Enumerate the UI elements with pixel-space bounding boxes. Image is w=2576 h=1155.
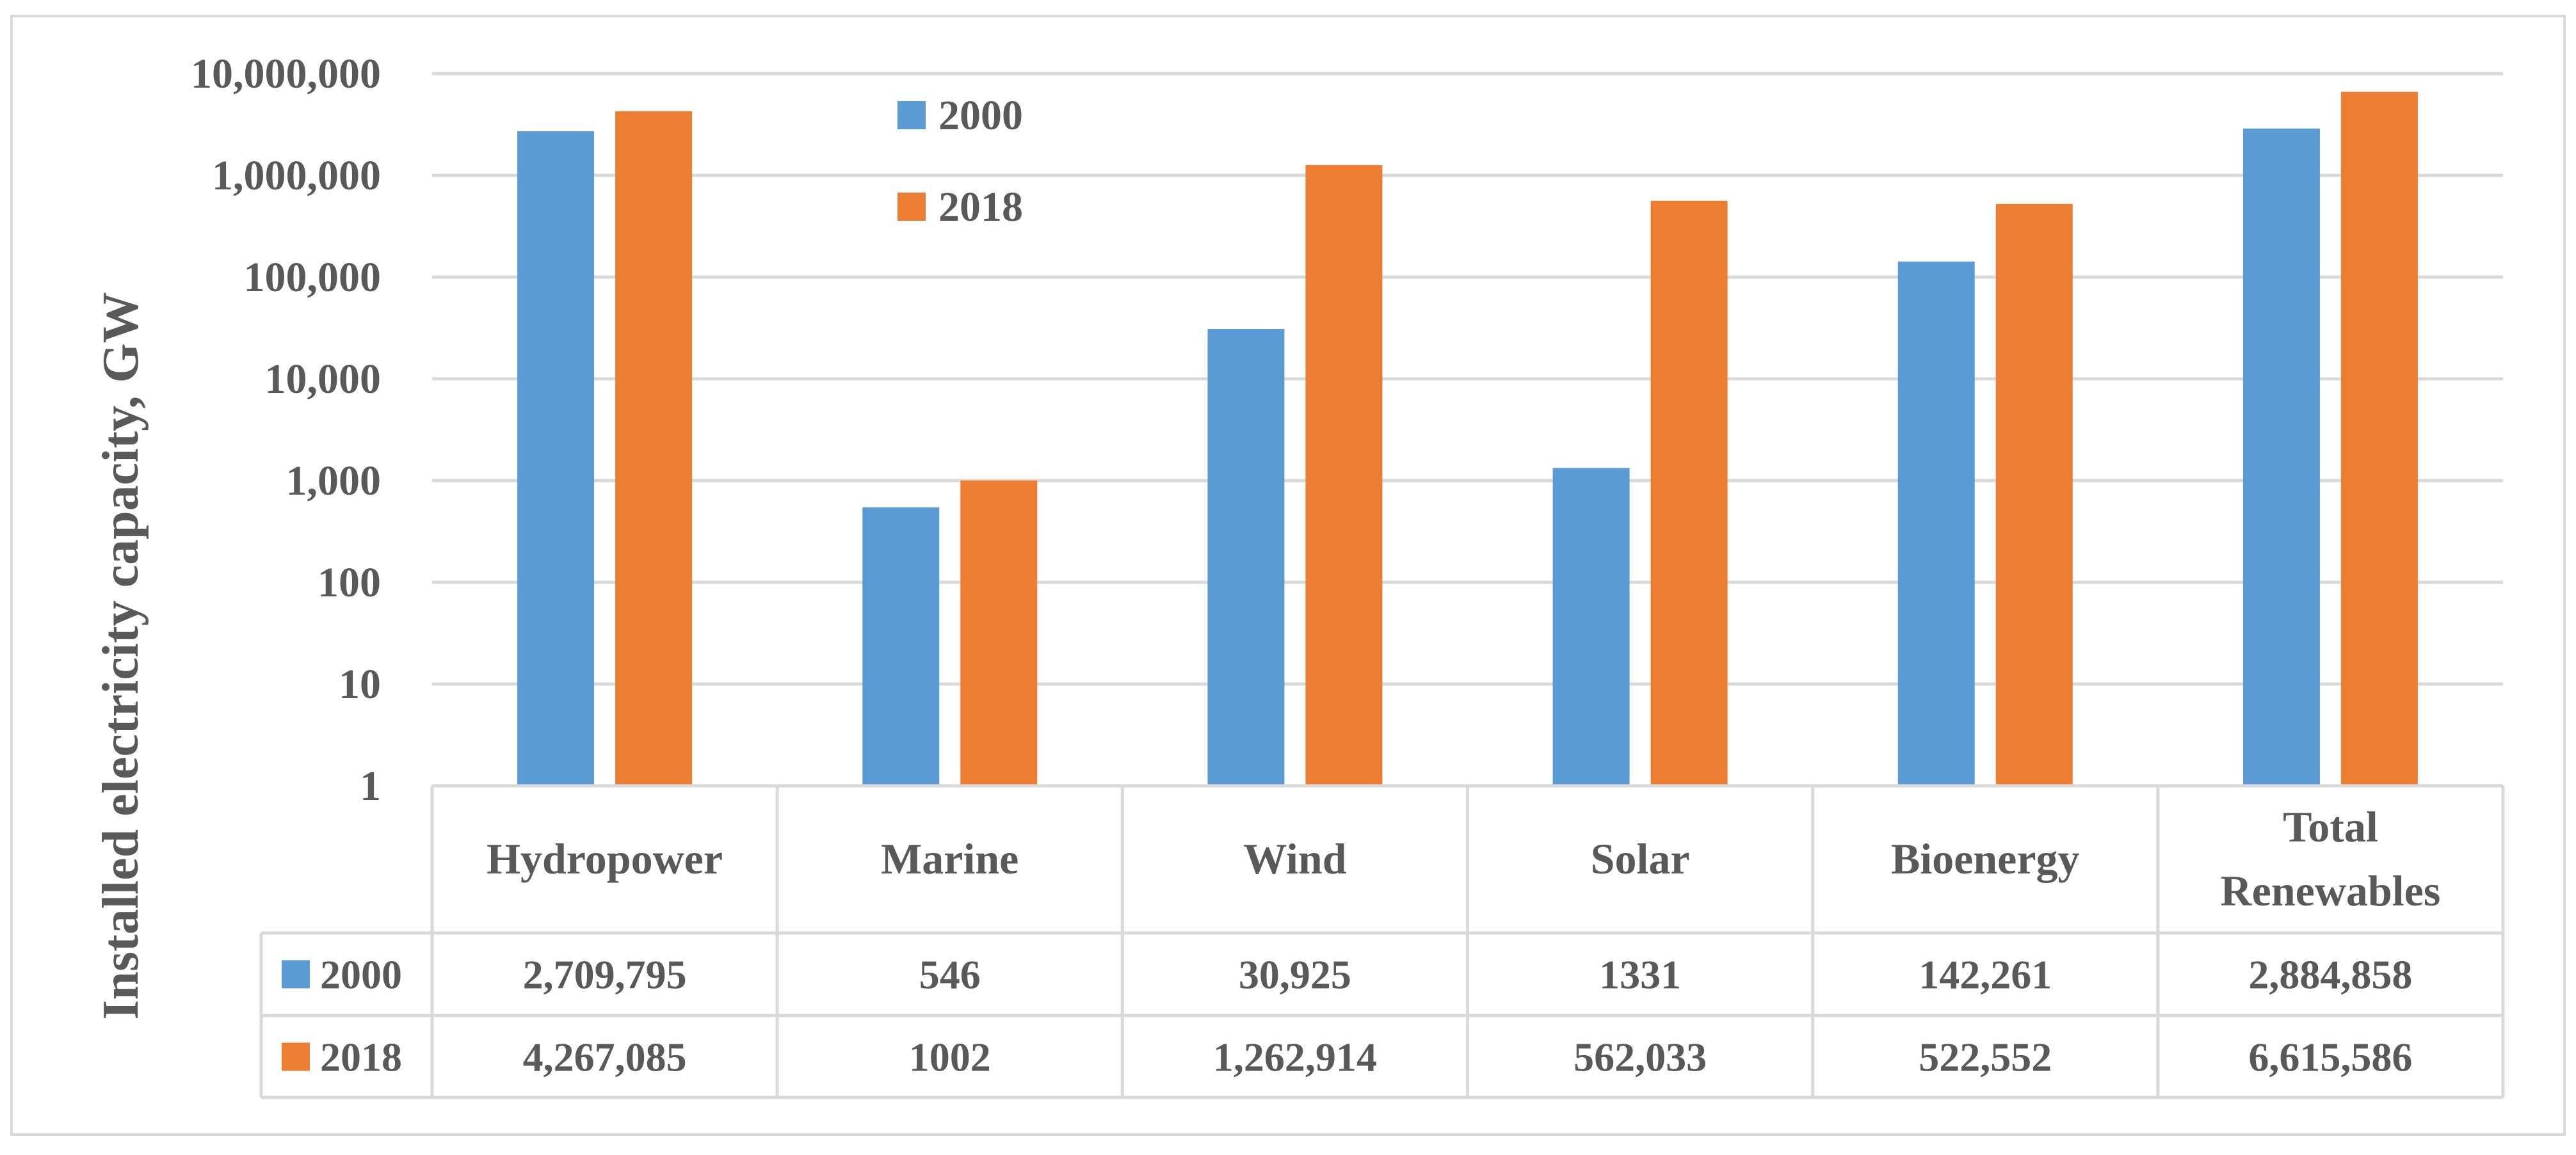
data-table: Hydropower Marine Wind Solar Bioenergy Total R… bbox=[259, 784, 2505, 1099]
y-tick-label: 10,000,000 bbox=[191, 51, 381, 97]
y-tick-label: 1,000 bbox=[286, 458, 382, 504]
legend-key bbox=[898, 101, 926, 129]
category-label: Bioenergy bbox=[1891, 834, 2080, 883]
data-label: 546 bbox=[919, 952, 981, 998]
legend-label: 2000 bbox=[938, 92, 1023, 139]
category-label: Total bbox=[2283, 802, 2378, 851]
bar-2018-total-renewables bbox=[2340, 92, 2418, 786]
bar-2018-hydropower bbox=[615, 111, 693, 786]
bar-2000-solar bbox=[1552, 468, 1630, 786]
data-label: 2,709,795 bbox=[523, 952, 687, 998]
data-label: 4,267,085 bbox=[523, 1035, 687, 1080]
bar-2000-wind bbox=[1207, 329, 1285, 786]
bars bbox=[517, 92, 2418, 786]
data-label: 2,884,858 bbox=[2248, 952, 2412, 998]
y-tick-label: 1 bbox=[360, 763, 381, 809]
legend-label: 2018 bbox=[938, 184, 1023, 230]
table-legend-key bbox=[282, 1042, 310, 1071]
legend: 2000 2018 bbox=[898, 92, 1023, 230]
table-series-label: 2000 bbox=[320, 952, 402, 998]
chart-border bbox=[10, 15, 2566, 1136]
data-label: 562,033 bbox=[1574, 1035, 1707, 1080]
legend-key bbox=[898, 193, 926, 221]
table-legend-key bbox=[282, 960, 310, 989]
data-label: 1331 bbox=[1599, 952, 1681, 998]
category-label: Marine bbox=[881, 834, 1018, 883]
bar-2018-solar bbox=[1650, 200, 1728, 786]
y-tick-label: 10 bbox=[339, 661, 381, 708]
y-axis-ticks: 1 10 100 1,000 10,000 100,000 1,000,000 10,000,… bbox=[191, 51, 381, 809]
data-label: 142,261 bbox=[1919, 952, 2052, 998]
data-label: 6,615,586 bbox=[2248, 1035, 2412, 1080]
bar-2018-bioenergy bbox=[1995, 203, 2073, 786]
bar-2000-total-renewables bbox=[2242, 128, 2320, 786]
y-tick-label: 100,000 bbox=[244, 254, 382, 301]
category-label: Solar bbox=[1591, 834, 1690, 883]
category-label: Hydropower bbox=[487, 834, 723, 883]
table-series-label: 2018 bbox=[320, 1035, 402, 1080]
bar-2000-bioenergy bbox=[1897, 261, 1975, 786]
bar-2018-wind bbox=[1305, 164, 1383, 786]
bar-2000-marine bbox=[862, 507, 940, 786]
bar-2000-hydropower bbox=[517, 131, 595, 786]
data-label: 1,262,914 bbox=[1213, 1035, 1377, 1080]
y-axis-label: Installed electricity capacity, GW bbox=[93, 292, 149, 1020]
y-tick-label: 100 bbox=[318, 559, 381, 606]
gridlines bbox=[432, 72, 2503, 686]
data-label: 522,552 bbox=[1919, 1035, 2052, 1080]
data-label: 30,925 bbox=[1239, 952, 1351, 998]
y-tick-label: 1,000,000 bbox=[212, 152, 381, 199]
category-label: Renewables bbox=[2221, 866, 2441, 915]
y-tick-label: 10,000 bbox=[265, 356, 382, 402]
bar-2018-marine bbox=[960, 480, 1038, 786]
data-label: 1002 bbox=[909, 1035, 991, 1080]
category-label: Wind bbox=[1243, 834, 1346, 883]
